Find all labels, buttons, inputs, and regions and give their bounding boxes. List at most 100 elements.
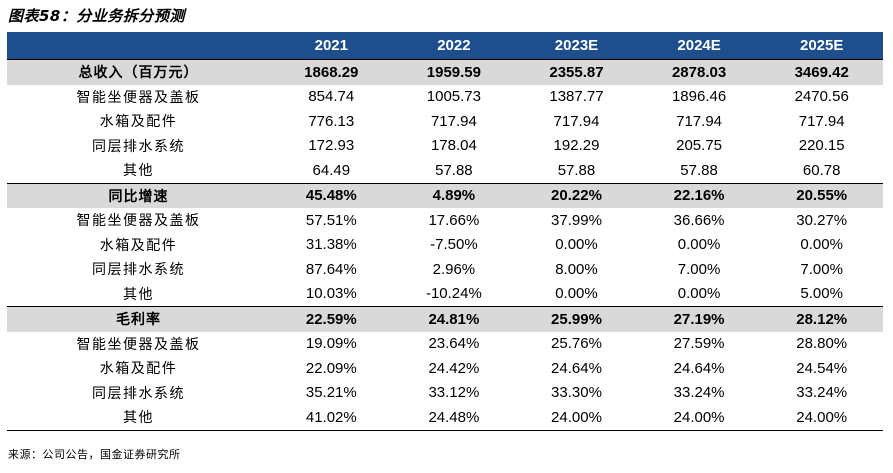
value-cell: 57.88: [680, 161, 718, 179]
value-cell: 205.75: [676, 137, 723, 155]
header-cell: 2023E: [515, 32, 638, 60]
value-cell: 854.74: [308, 88, 355, 106]
row-label: 水箱及配件: [99, 114, 178, 131]
row-label: 智能坐便器及盖板: [76, 213, 201, 230]
value-cell: 57.88: [557, 161, 596, 179]
row-label: 其他: [123, 163, 154, 180]
value-cell: 178.04: [430, 137, 477, 155]
section-label: 同比增速: [7, 182, 270, 208]
value-cell: 0.00%: [555, 236, 598, 254]
value-cell: 33.12%: [428, 384, 480, 402]
section-value-cell: 4.89%: [392, 182, 516, 208]
table-row: 其他 64.49 57.88 57.88 57.88 60.78: [7, 158, 883, 183]
value-cell: 33.30%: [551, 384, 602, 402]
value-cell: 7.00%: [677, 260, 721, 278]
value-cell: 41.02%: [270, 405, 393, 431]
row-label: 同层排水系统: [92, 262, 185, 279]
value-cell: 25.76%: [551, 335, 602, 353]
value-cell: 7.00%: [800, 260, 843, 278]
value-cell: 10.03%: [305, 285, 357, 303]
value-cell: 57.88: [435, 161, 473, 179]
header-cell: 2024E: [637, 32, 761, 60]
section-value-cell: 2355.87: [515, 59, 638, 85]
value-cell: 1387.77: [549, 88, 604, 106]
value-cell: 1896.46: [671, 88, 727, 106]
value-cell: 2.96%: [432, 260, 476, 278]
value-cell: 57.51%: [305, 211, 357, 229]
value-cell: 17.66%: [428, 211, 480, 229]
value-cell: 776.13: [308, 112, 355, 130]
table-row: 同层排水系统 35.21% 33.12% 33.30% 33.24% 33.24%: [7, 381, 883, 406]
section-value-cell: 3469.42: [760, 59, 883, 85]
value-cell: 24.00%: [637, 405, 761, 431]
value-cell: 0.00%: [555, 285, 598, 303]
table-row: 智能坐便器及盖板 57.51% 17.66% 37.99% 36.66% 30.27%: [7, 208, 883, 233]
figure-title: 图表58：分业务拆分预测: [8, 7, 185, 25]
section-value-cell: 1959.59: [392, 59, 516, 85]
value-cell: 1005.73: [426, 88, 481, 106]
value-cell: 33.24%: [796, 384, 848, 402]
value-cell: 60.78: [802, 161, 841, 179]
section-value-cell: 25.99%: [515, 306, 638, 332]
table-row: 其他 41.02% 24.48% 24.00% 24.00% 24.00%: [7, 405, 883, 431]
value-cell: 19.09%: [305, 335, 357, 353]
value-cell: 33.24%: [673, 384, 725, 402]
section-value-cell: 20.55%: [760, 182, 883, 208]
value-cell: 27.59%: [673, 335, 725, 353]
section-label: 总收入（百万元）: [7, 59, 270, 85]
value-cell: 24.64%: [673, 359, 725, 377]
table-row: 水箱及配件 776.13 717.94 717.94 717.94 717.94: [7, 109, 883, 134]
value-cell: 30.27%: [796, 211, 848, 229]
table-row: 水箱及配件 22.09% 24.42% 24.64% 24.64% 24.54%: [7, 356, 883, 381]
value-cell: 36.66%: [673, 211, 725, 229]
table-row: 同层排水系统 87.64% 2.96% 8.00% 7.00% 7.00%: [7, 257, 883, 282]
value-cell: 192.29: [553, 137, 600, 155]
header-cell: 2021: [270, 32, 393, 60]
section-value-cell: 45.48%: [270, 182, 393, 208]
value-cell: 37.99%: [551, 211, 602, 229]
row-label: 智能坐便器及盖板: [76, 89, 201, 106]
section-value-cell: 1868.29: [270, 59, 393, 85]
forecast-table-container: 2021 2022 2023E 2024E 2025E 总收入（百万元） 1868…: [7, 32, 883, 431]
value-cell: 24.54%: [796, 359, 848, 377]
value-cell: 28.80%: [796, 335, 848, 353]
row-label: 同层排水系统: [92, 385, 185, 402]
header-cell: 2025E: [760, 32, 883, 60]
row-label: 同层排水系统: [92, 138, 185, 155]
value-cell: 5.00%: [800, 285, 843, 303]
table-row: 水箱及配件 31.38% -7.50% 0.00% 0.00% 0.00%: [7, 233, 883, 258]
value-cell: 64.49: [312, 161, 351, 179]
value-cell: 717.94: [553, 112, 600, 130]
value-cell: 24.42%: [428, 359, 480, 377]
table-body: 总收入（百万元） 1868.29 1959.59 2355.87 2878.03 3469…: [7, 59, 883, 431]
table-row: 智能坐便器及盖板 19.09% 23.64% 25.76% 27.59% 28.80%: [7, 332, 883, 357]
value-cell: -10.24%: [425, 285, 482, 303]
header-cell: 2022: [392, 32, 516, 60]
value-cell: -7.50%: [430, 236, 478, 254]
section-value-cell: 24.81%: [392, 306, 516, 332]
value-cell: 87.64%: [305, 260, 357, 278]
value-cell: 23.64%: [428, 335, 480, 353]
forecast-table: 2021 2022 2023E 2024E 2025E 总收入（百万元） 1868…: [7, 32, 883, 431]
row-label: 其他: [7, 405, 270, 431]
value-cell: 0.00%: [677, 236, 721, 254]
section-row: 同比增速 45.48% 4.89% 20.22% 22.16% 20.55%: [7, 182, 883, 208]
value-cell: 2470.56: [794, 88, 849, 106]
value-cell: 717.94: [798, 112, 845, 130]
header-row: 2021 2022 2023E 2024E 2025E: [7, 32, 883, 60]
value-cell: 172.93: [308, 137, 355, 155]
value-cell: 24.00%: [760, 405, 883, 431]
value-cell: 220.15: [798, 137, 845, 155]
value-cell: 24.48%: [392, 405, 516, 431]
row-label: 水箱及配件: [99, 237, 178, 254]
value-cell: 717.94: [676, 112, 723, 130]
section-value-cell: 27.19%: [637, 306, 761, 332]
section-value-cell: 20.22%: [515, 182, 638, 208]
value-cell: 24.00%: [515, 405, 638, 431]
value-cell: 717.94: [430, 112, 477, 130]
table-row: 同层排水系统 172.93 178.04 192.29 205.75 220.15: [7, 134, 883, 159]
section-row: 毛利率 22.59% 24.81% 25.99% 27.19% 28.12%: [7, 306, 883, 332]
value-cell: 0.00%: [677, 285, 721, 303]
section-value-cell: 22.59%: [270, 306, 393, 332]
row-label: 智能坐便器及盖板: [76, 336, 201, 353]
